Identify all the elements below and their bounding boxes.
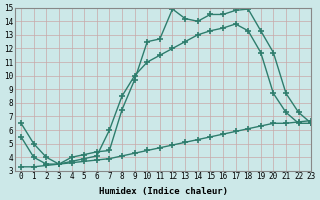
X-axis label: Humidex (Indice chaleur): Humidex (Indice chaleur) bbox=[99, 187, 228, 196]
